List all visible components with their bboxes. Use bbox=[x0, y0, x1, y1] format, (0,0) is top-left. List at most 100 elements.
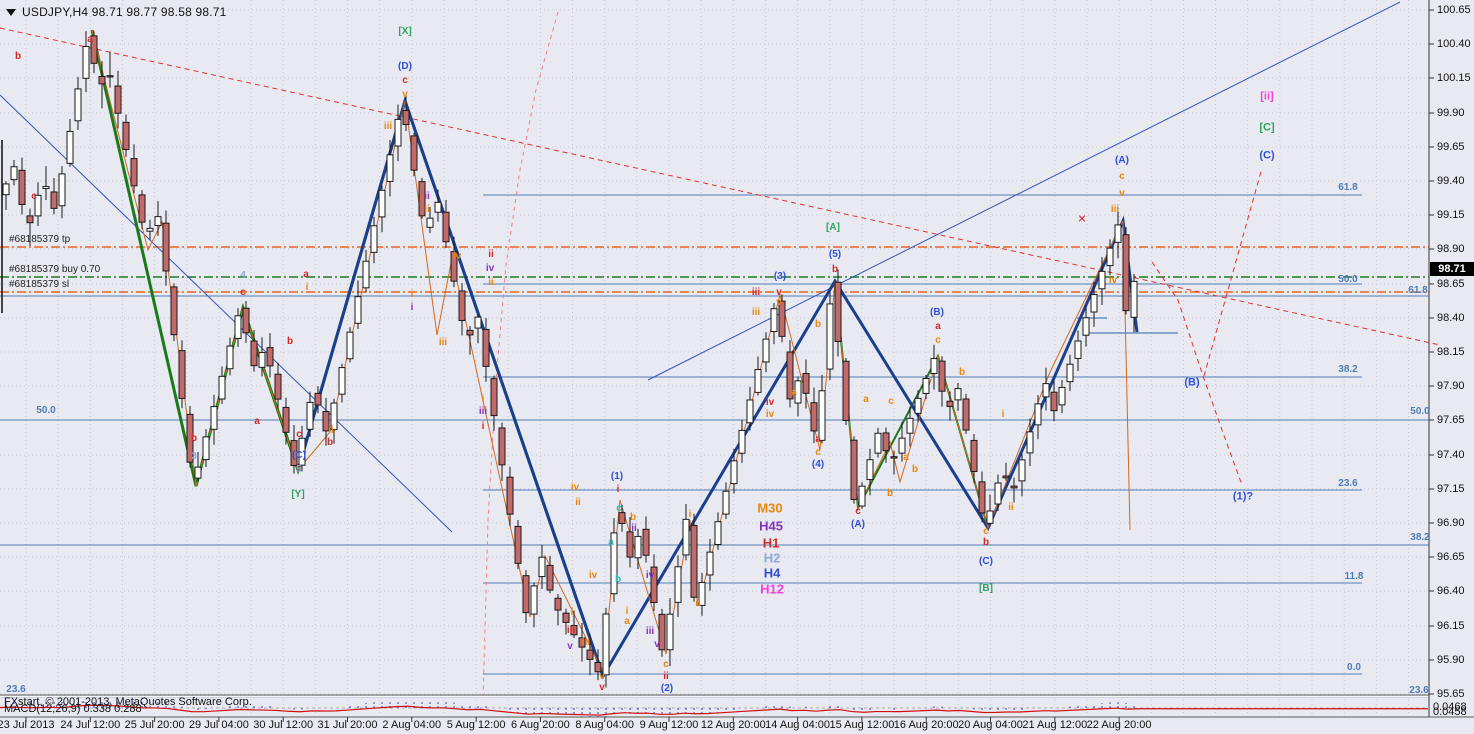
wave-label-38.2[interactable]: 38.2 bbox=[1410, 532, 1430, 543]
timeframe-label-H4[interactable]: H4 bbox=[763, 565, 781, 581]
wave-label-b[interactable]: b bbox=[629, 512, 637, 523]
wave-label-iii[interactable]: iii bbox=[383, 121, 393, 132]
wave-label-4[interactable]: 4 bbox=[240, 270, 246, 281]
wave-label-(B)[interactable]: (B) bbox=[1184, 376, 1200, 389]
wave-label-iv[interactable]: iv bbox=[765, 397, 775, 408]
wave-label-i[interactable]: i bbox=[688, 509, 692, 520]
wave-label-iv[interactable]: iv bbox=[485, 263, 495, 274]
wave-label-iv[interactable]: iv bbox=[588, 570, 598, 581]
wave-label-iv[interactable]: iv bbox=[1108, 275, 1118, 286]
wave-label-a[interactable]: a bbox=[791, 387, 797, 398]
wave-label-ii[interactable]: ii bbox=[631, 523, 637, 534]
wave-label-ii[interactable]: ii bbox=[488, 277, 494, 288]
wave-label-ii[interactable]: ii bbox=[663, 671, 669, 682]
wave-label-(1)[interactable]: (1) bbox=[610, 471, 624, 482]
wave-label-a[interactable]: a bbox=[87, 34, 93, 45]
wave-label-[A][interactable]: [A] bbox=[826, 222, 840, 233]
wave-label-(5)[interactable]: (5) bbox=[828, 249, 842, 260]
trendline-projection-down[interactable] bbox=[1151, 261, 1243, 486]
wave-label-c[interactable]: c bbox=[888, 396, 894, 407]
wave-label-50.0[interactable]: 50.0 bbox=[1338, 274, 1358, 285]
wave-label-c[interactable]: c bbox=[983, 526, 989, 537]
wave-label-iii[interactable]: iii bbox=[1110, 204, 1120, 215]
wave-label-c[interactable]: c bbox=[402, 75, 408, 86]
chart-menu-triangle-icon[interactable] bbox=[6, 8, 16, 16]
wave-label-(1)?[interactable]: (1)? bbox=[1232, 490, 1254, 503]
wave-label-v[interactable]: v bbox=[567, 641, 573, 652]
wave-label-b[interactable]: b bbox=[911, 464, 919, 475]
wave-label-23.6[interactable]: 23.6 bbox=[1409, 685, 1429, 696]
wave-label-v[interactable]: v bbox=[402, 89, 408, 100]
wave-label-a[interactable]: a bbox=[815, 434, 821, 445]
wave-label-ii[interactable]: ii bbox=[1008, 502, 1014, 513]
wave-label-ii[interactable]: ii bbox=[575, 497, 581, 508]
wave-label-v[interactable]: v bbox=[654, 639, 660, 650]
wave-label-c[interactable]: c bbox=[663, 659, 669, 670]
wave-label-(C)[interactable]: (C) bbox=[979, 556, 993, 567]
wave-label-(A)[interactable]: (A) bbox=[851, 519, 865, 530]
wave-label-v[interactable]: v bbox=[776, 297, 782, 308]
wave-label-(C)[interactable]: (C) bbox=[1259, 149, 1275, 162]
order-label-buy[interactable]: #68185379 buy 0.70 bbox=[9, 264, 101, 275]
wave-label-b[interactable]: b bbox=[831, 264, 839, 275]
wave-label-b[interactable]: b bbox=[982, 537, 990, 548]
wave-label-b[interactable]: b bbox=[614, 574, 622, 585]
wave-label-v[interactable]: v bbox=[1119, 188, 1125, 199]
wave-label-iii[interactable]: iii bbox=[751, 307, 761, 318]
wave-label-c[interactable]: c bbox=[31, 191, 37, 202]
wave-label-i[interactable]: i bbox=[570, 607, 574, 618]
wave-label-ii[interactable]: ii bbox=[424, 204, 430, 215]
wave-label-c[interactable]: c bbox=[240, 287, 246, 298]
wave-label-c[interactable]: c bbox=[1119, 171, 1125, 182]
wave-label-5[interactable]: 5 bbox=[296, 464, 302, 475]
wave-label-i[interactable]: i bbox=[616, 484, 620, 495]
wave-label-i[interactable]: i bbox=[410, 302, 414, 313]
wave-label-iv[interactable]: iv bbox=[645, 570, 655, 581]
wave-label-iii[interactable]: iii bbox=[478, 406, 488, 417]
wave-label-a[interactable]: a bbox=[863, 394, 869, 405]
wave-label-50.0[interactable]: 50.0 bbox=[36, 405, 56, 416]
wave-label-38.2[interactable]: 38.2 bbox=[1338, 364, 1358, 375]
wave-label-c[interactable]: c bbox=[855, 506, 861, 517]
wave-label-b[interactable]: b bbox=[190, 433, 198, 444]
wave-label-61.8[interactable]: 61.8 bbox=[1338, 182, 1358, 193]
wave-label-c[interactable]: c bbox=[296, 429, 302, 440]
wave-label-i[interactable]: i bbox=[1001, 409, 1005, 420]
wave-label-iii[interactable]: iii bbox=[581, 637, 591, 648]
wave-label-ii[interactable]: ii bbox=[328, 425, 334, 436]
order-label-tp[interactable]: #68185379 tp bbox=[9, 234, 71, 245]
wave-label-iii[interactable]: iii bbox=[566, 625, 576, 636]
wave-label-i[interactable]: i bbox=[481, 421, 485, 432]
wave-label-(A)[interactable]: (A) bbox=[1115, 155, 1129, 166]
wave-label-c[interactable]: c bbox=[815, 447, 821, 458]
wave-label-50.0[interactable]: 50.0 bbox=[1410, 406, 1430, 417]
wave-label-v[interactable]: v bbox=[776, 287, 782, 298]
wave-label-iv[interactable]: iv bbox=[765, 409, 775, 420]
wave-label-[Y][interactable]: [Y] bbox=[291, 489, 305, 500]
elliott-zigzag-orange[interactable] bbox=[91, 29, 1131, 674]
wave-label-b[interactable]: b bbox=[886, 488, 894, 499]
wave-label-i[interactable]: i bbox=[625, 606, 629, 617]
wave-label-(2)[interactable]: (2) bbox=[660, 683, 674, 694]
wave-label-a[interactable]: a bbox=[935, 321, 941, 332]
wave-label-iii[interactable]: iii bbox=[751, 287, 761, 298]
timeframe-label-M30[interactable]: M30 bbox=[757, 500, 783, 516]
wave-label-a[interactable]: a bbox=[624, 616, 630, 627]
wave-label-(D)[interactable]: (D) bbox=[398, 61, 412, 72]
wave-label-i[interactable]: i bbox=[410, 289, 414, 300]
wave-label-11.8[interactable]: 11.8 bbox=[1344, 571, 1364, 582]
wave-label-(4)[interactable]: (4) bbox=[811, 459, 825, 470]
wave-label-a[interactable]: a bbox=[254, 416, 260, 427]
wave-label-a[interactable]: a bbox=[303, 269, 309, 280]
order-label-sl[interactable]: #68185379 sl bbox=[9, 279, 70, 290]
wave-label-✕[interactable]: ✕ bbox=[1077, 213, 1087, 226]
wave-label-23.6[interactable]: 23.6 bbox=[6, 684, 26, 695]
wave-label-(C)[interactable]: (C) bbox=[292, 450, 306, 461]
wave-label-v[interactable]: v bbox=[599, 682, 605, 693]
wave-label-3[interactable]: 3 bbox=[191, 451, 197, 462]
wave-label-(B)[interactable]: (B) bbox=[930, 307, 944, 318]
wave-label-ii[interactable]: ii bbox=[488, 249, 494, 260]
wave-label-0.0[interactable]: 0.0 bbox=[1347, 662, 1361, 673]
wave-label-61.8[interactable]: 61.8 bbox=[1408, 285, 1428, 296]
wave-label-b[interactable]: b bbox=[286, 336, 294, 347]
